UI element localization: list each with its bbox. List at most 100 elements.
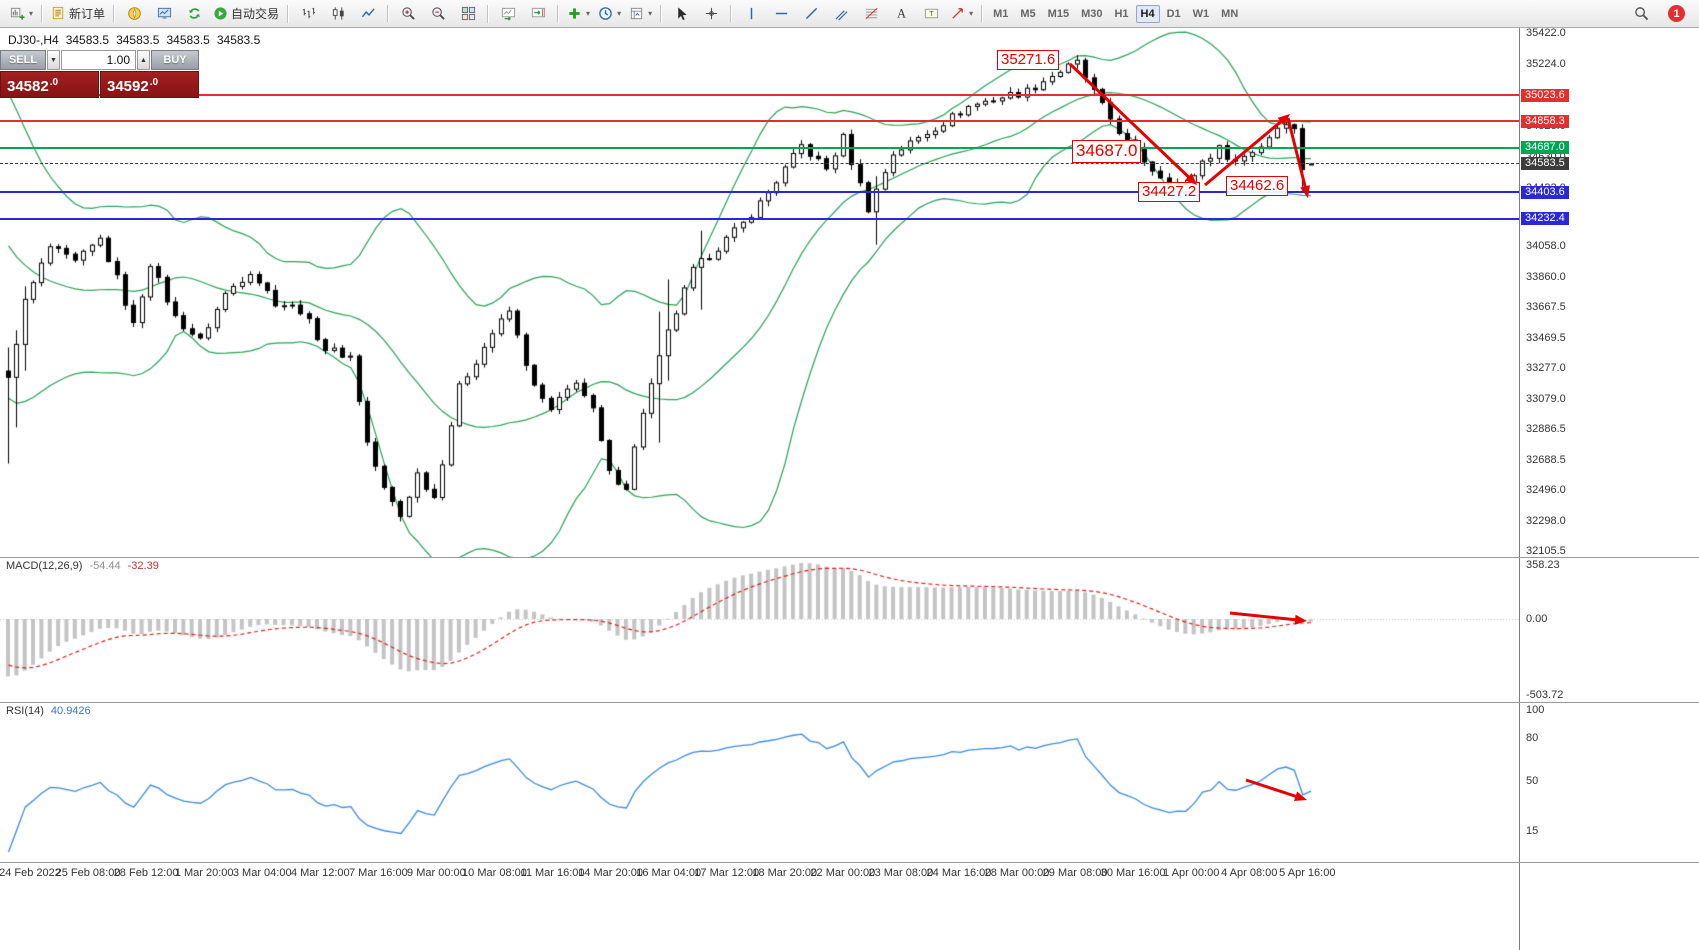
price-macd-splitter[interactable] <box>0 557 1699 558</box>
horizontal-line-34858.3[interactable] <box>0 120 1519 123</box>
shapes-button[interactable]: ▾ <box>946 2 977 26</box>
play-icon <box>213 6 228 21</box>
periods-button[interactable]: ▾ <box>594 2 625 26</box>
rsi-pane-canvas[interactable] <box>0 703 1519 862</box>
price-annotation[interactable]: 34687.0 <box>1072 140 1142 163</box>
sell-price-pips: .0 <box>49 77 59 88</box>
time-axis-label: 1 Mar 20:00 <box>174 867 234 879</box>
cursor-icon <box>674 6 689 21</box>
macd-signal-value: -32.39 <box>127 560 159 572</box>
time-axis-label: 4 Mar 12:00 <box>290 867 350 879</box>
price-tag[interactable]: 34687.0 <box>1521 141 1569 155</box>
autotrading-button-label: 自动交易 <box>231 7 280 21</box>
chevron-down-icon: ▾ <box>969 9 974 18</box>
macd-rsi-splitter[interactable] <box>0 702 1699 703</box>
monitor-icon <box>157 6 172 21</box>
price-tag[interactable]: 34403.6 <box>1521 185 1569 199</box>
volume-increase-button[interactable]: ▲ <box>137 50 150 70</box>
rsi-scale-label: 50 <box>1526 775 1539 787</box>
new-chart-button[interactable]: ▾ <box>6 2 37 26</box>
autotrading-button[interactable]: 自动交易 <box>209 2 283 26</box>
close-value: 34583.5 <box>216 33 261 47</box>
candlestick-chart-button[interactable] <box>323 2 353 26</box>
horizontal-line-34583.5[interactable] <box>0 163 1519 165</box>
chart-plot-area[interactable]: DJ30-,H4 34583.5 34583.5 34583.5 34583.5… <box>0 28 1519 950</box>
zoom-out-button[interactable] <box>423 2 453 26</box>
bar-chart-button[interactable] <box>293 2 323 26</box>
time-axis[interactable]: 24 Feb 2022 25 Feb 08:00 28 Feb 12:00 1 Mar… <box>0 863 1519 893</box>
search-button[interactable] <box>1626 2 1656 26</box>
rsi-axis-splitter[interactable] <box>0 862 1699 863</box>
price-pane-canvas[interactable] <box>0 28 1519 557</box>
price-scale-label: 33667.5 <box>1526 301 1566 314</box>
svg-text:T: T <box>929 9 934 18</box>
horizontal-line-34232.4[interactable] <box>0 217 1519 220</box>
macd-scale-label: 0.00 <box>1526 613 1548 625</box>
timeframe-button-mn[interactable]: MN <box>1221 7 1239 20</box>
crosshair-icon <box>704 6 719 21</box>
text-label-button[interactable]: T <box>916 2 946 26</box>
new-order-button[interactable]: 新订单 <box>47 2 109 26</box>
new-order-icon <box>51 6 66 21</box>
sell-button[interactable]: SELL <box>0 50 46 70</box>
chart-plus-icon <box>10 6 25 21</box>
notification-badge[interactable]: 1 <box>1668 5 1685 22</box>
line-chart-button[interactable] <box>353 2 383 26</box>
buy-price-button[interactable]: 34592 .0 <box>100 71 199 98</box>
volume-decrease-button[interactable]: ▼ <box>47 50 60 70</box>
price-scale-label: 33277.0 <box>1526 362 1566 375</box>
zoom-in-button[interactable] <box>393 2 423 26</box>
one-click-trading-panel: SELL ▼ 1.00 ▲ BUY 34582 .0 34592 .0 <box>0 50 199 98</box>
search-icon <box>1634 6 1649 21</box>
sell-price-button[interactable]: 34582 .0 <box>0 71 99 98</box>
high-value: 34583.5 <box>116 33 160 47</box>
templates-button[interactable]: ▾ <box>625 2 656 26</box>
cursor-button[interactable] <box>666 2 696 26</box>
horizontal-line-34403.6[interactable] <box>0 191 1519 194</box>
chart-shift-button[interactable] <box>523 2 553 26</box>
price-tag[interactable]: 34583.5 <box>1521 157 1569 171</box>
horizontal-line-35023.6[interactable] <box>0 94 1519 97</box>
trendline-button[interactable] <box>796 2 826 26</box>
equidistant-channel-button[interactable] <box>826 2 856 26</box>
timeframe-button-h4[interactable]: H4 <box>1135 4 1160 23</box>
refresh-button[interactable] <box>179 2 209 26</box>
fibonacci-button[interactable] <box>856 2 886 26</box>
price-tag[interactable]: 34858.3 <box>1521 114 1569 128</box>
timeframe-button-w1[interactable]: W1 <box>1192 7 1210 20</box>
horizontal-line-button[interactable] <box>766 2 796 26</box>
buy-button[interactable]: BUY <box>151 50 199 70</box>
horizontal-line-34687.0[interactable] <box>0 146 1519 149</box>
price-scale[interactable]: 35422.035224.034828.034630.034432.034058… <box>1519 27 1699 950</box>
price-annotation[interactable]: 34427.2 <box>1138 182 1201 203</box>
timeframe-button-m30[interactable]: M30 <box>1081 7 1103 20</box>
timeframe-button-m15[interactable]: M15 <box>1047 7 1070 20</box>
auto-scroll-button[interactable] <box>493 2 523 26</box>
volume-input[interactable]: 1.00 <box>61 50 136 70</box>
price-tag[interactable]: 34232.4 <box>1521 212 1569 226</box>
low-value: 34583.5 <box>166 33 210 47</box>
text-button[interactable]: A <box>886 2 916 26</box>
chart-shift-icon <box>531 6 546 21</box>
time-axis-label: 28 Feb 12:00 <box>113 867 179 879</box>
crosshair-button[interactable] <box>696 2 726 26</box>
time-axis-label: 4 Apr 08:00 <box>1221 867 1278 879</box>
timeframe-button-h1[interactable]: H1 <box>1114 7 1129 20</box>
tile-windows-button[interactable] <box>453 2 483 26</box>
timeframe-button-m1[interactable]: M1 <box>993 7 1009 20</box>
time-axis-label: 23 Mar 08:00 <box>868 867 934 879</box>
time-axis-label: 24 Mar 16:00 <box>926 867 992 879</box>
timeframe-button-m5[interactable]: M5 <box>1020 7 1036 20</box>
vertical-line-button[interactable] <box>736 2 766 26</box>
market-watch-button[interactable] <box>149 2 179 26</box>
price-annotation[interactable]: 35271.6 <box>997 50 1060 71</box>
price-tag[interactable]: 35023.6 <box>1521 88 1569 102</box>
chevron-down-icon: ▾ <box>648 9 653 18</box>
channel-icon <box>834 6 849 21</box>
toolbar-separator <box>730 4 733 23</box>
price-annotation[interactable]: 34462.6 <box>1226 176 1289 197</box>
timeframe-button-d1[interactable]: D1 <box>1166 7 1181 20</box>
indicators-button[interactable]: ▾ <box>563 2 594 26</box>
macd-pane-canvas[interactable] <box>0 558 1519 702</box>
metaeditor-button[interactable] <box>119 2 149 26</box>
